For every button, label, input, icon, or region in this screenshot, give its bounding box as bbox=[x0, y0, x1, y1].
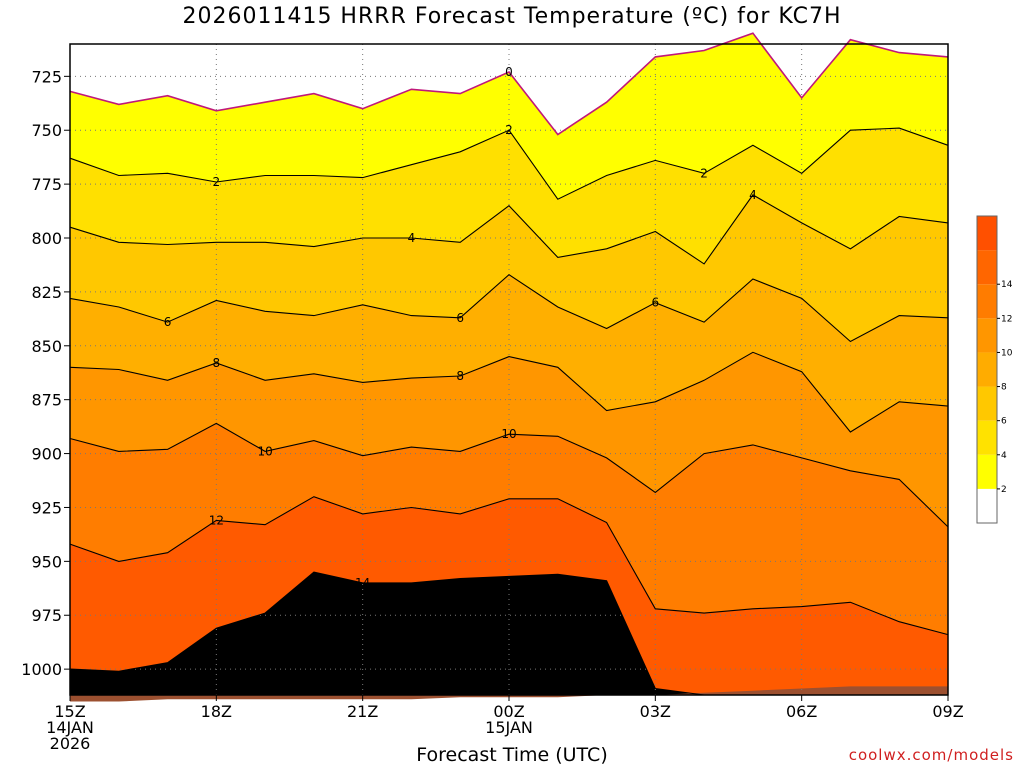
contour-label-8: 8 bbox=[213, 356, 221, 370]
colorbar-segment bbox=[977, 216, 997, 251]
x-axis-label: Forecast Time (UTC) bbox=[416, 744, 608, 766]
contour-12 bbox=[69, 496, 949, 636]
y-tick-label: 800 bbox=[31, 229, 62, 248]
contour-label-14: 14 bbox=[355, 576, 370, 590]
band-14 bbox=[70, 572, 948, 695]
contour-label-12: 12 bbox=[209, 513, 224, 527]
x-tick-label: 00Z bbox=[493, 702, 524, 721]
contour-label-0: 0 bbox=[505, 65, 513, 79]
contour-label-10: 10 bbox=[257, 444, 272, 458]
colorbar-label: 2 bbox=[1001, 485, 1007, 495]
colorbar-segment bbox=[977, 284, 997, 319]
contour-label-2: 2 bbox=[213, 175, 221, 189]
contour-10 bbox=[69, 422, 949, 528]
contour-label-6: 6 bbox=[652, 296, 660, 310]
contour-label-4: 4 bbox=[749, 188, 757, 202]
contour-lines bbox=[69, 32, 949, 696]
contour-0 bbox=[69, 32, 949, 136]
y-tick-label: 825 bbox=[31, 283, 62, 302]
y-tick-label: 875 bbox=[31, 391, 62, 410]
colorbar-label: 6 bbox=[1001, 417, 1007, 427]
x-tick-label: 06Z bbox=[786, 702, 817, 721]
contour-label-2: 2 bbox=[700, 166, 708, 180]
credit-link[interactable]: coolwx.com/models bbox=[848, 746, 1014, 764]
colorbar-segment bbox=[977, 250, 997, 285]
x-tick-label: 03Z bbox=[640, 702, 671, 721]
colorbar-segment bbox=[977, 454, 997, 489]
contour-label-4: 4 bbox=[408, 231, 416, 245]
contour-6 bbox=[69, 274, 949, 343]
colorbar-label: 14 bbox=[1001, 280, 1013, 290]
colorbar: 2 4 6 8 10 12 14 bbox=[976, 215, 1013, 524]
y-tick-label: 950 bbox=[31, 552, 62, 571]
y-tick-label: 1000 bbox=[21, 660, 62, 679]
contour-label-8: 8 bbox=[456, 369, 464, 383]
contour-label-10: 10 bbox=[501, 427, 516, 441]
y-tick-label: 725 bbox=[31, 67, 62, 86]
contour-8 bbox=[69, 351, 949, 433]
y-axis: 725 750 775 800 825 850 875 900 925 950 975 1000 bbox=[21, 67, 70, 679]
colorbar-frame bbox=[976, 215, 998, 524]
chart-title: 2026011415 HRRR Forecast Temperature (ºC… bbox=[182, 4, 842, 29]
colorbar-label: 4 bbox=[1001, 451, 1007, 461]
colorbar-label: 10 bbox=[1001, 348, 1013, 358]
y-tick-label: 975 bbox=[31, 606, 62, 625]
colorbar-segment bbox=[977, 386, 997, 421]
contour-labels: 0 2 2 2 4 4 6 6 6 8 8 10 10 12 14 bbox=[164, 65, 757, 590]
x-tick-label: 09Z bbox=[932, 702, 963, 721]
y-tick-label: 775 bbox=[31, 175, 62, 194]
colorbar-label: 8 bbox=[1001, 383, 1007, 393]
x-tick-label: 15JAN bbox=[485, 718, 533, 737]
ground-fill bbox=[70, 686, 948, 702]
contour-label-2: 2 bbox=[505, 123, 513, 137]
colorbar-segment bbox=[977, 420, 997, 455]
y-tick-label: 900 bbox=[31, 445, 62, 464]
contour-2 bbox=[69, 127, 949, 200]
contour-4 bbox=[69, 194, 949, 265]
colorbar-segment bbox=[977, 488, 997, 523]
x-tick-label: 2026 bbox=[50, 734, 91, 753]
y-tick-label: 925 bbox=[31, 498, 62, 517]
x-tick-label: 21Z bbox=[347, 702, 378, 721]
contour-label-6: 6 bbox=[456, 311, 464, 325]
colorbar-segment bbox=[977, 318, 997, 353]
x-tick-label: 18Z bbox=[201, 702, 232, 721]
x-tick-label: 14JAN bbox=[46, 718, 94, 737]
colorbar-label: 12 bbox=[1001, 314, 1012, 324]
grid bbox=[70, 44, 948, 695]
x-tick-label: 15Z bbox=[54, 702, 85, 721]
y-tick-label: 750 bbox=[31, 121, 62, 140]
contour-label-6: 6 bbox=[164, 315, 172, 329]
y-tick-label: 850 bbox=[31, 337, 62, 356]
colorbar-segment bbox=[977, 352, 997, 387]
